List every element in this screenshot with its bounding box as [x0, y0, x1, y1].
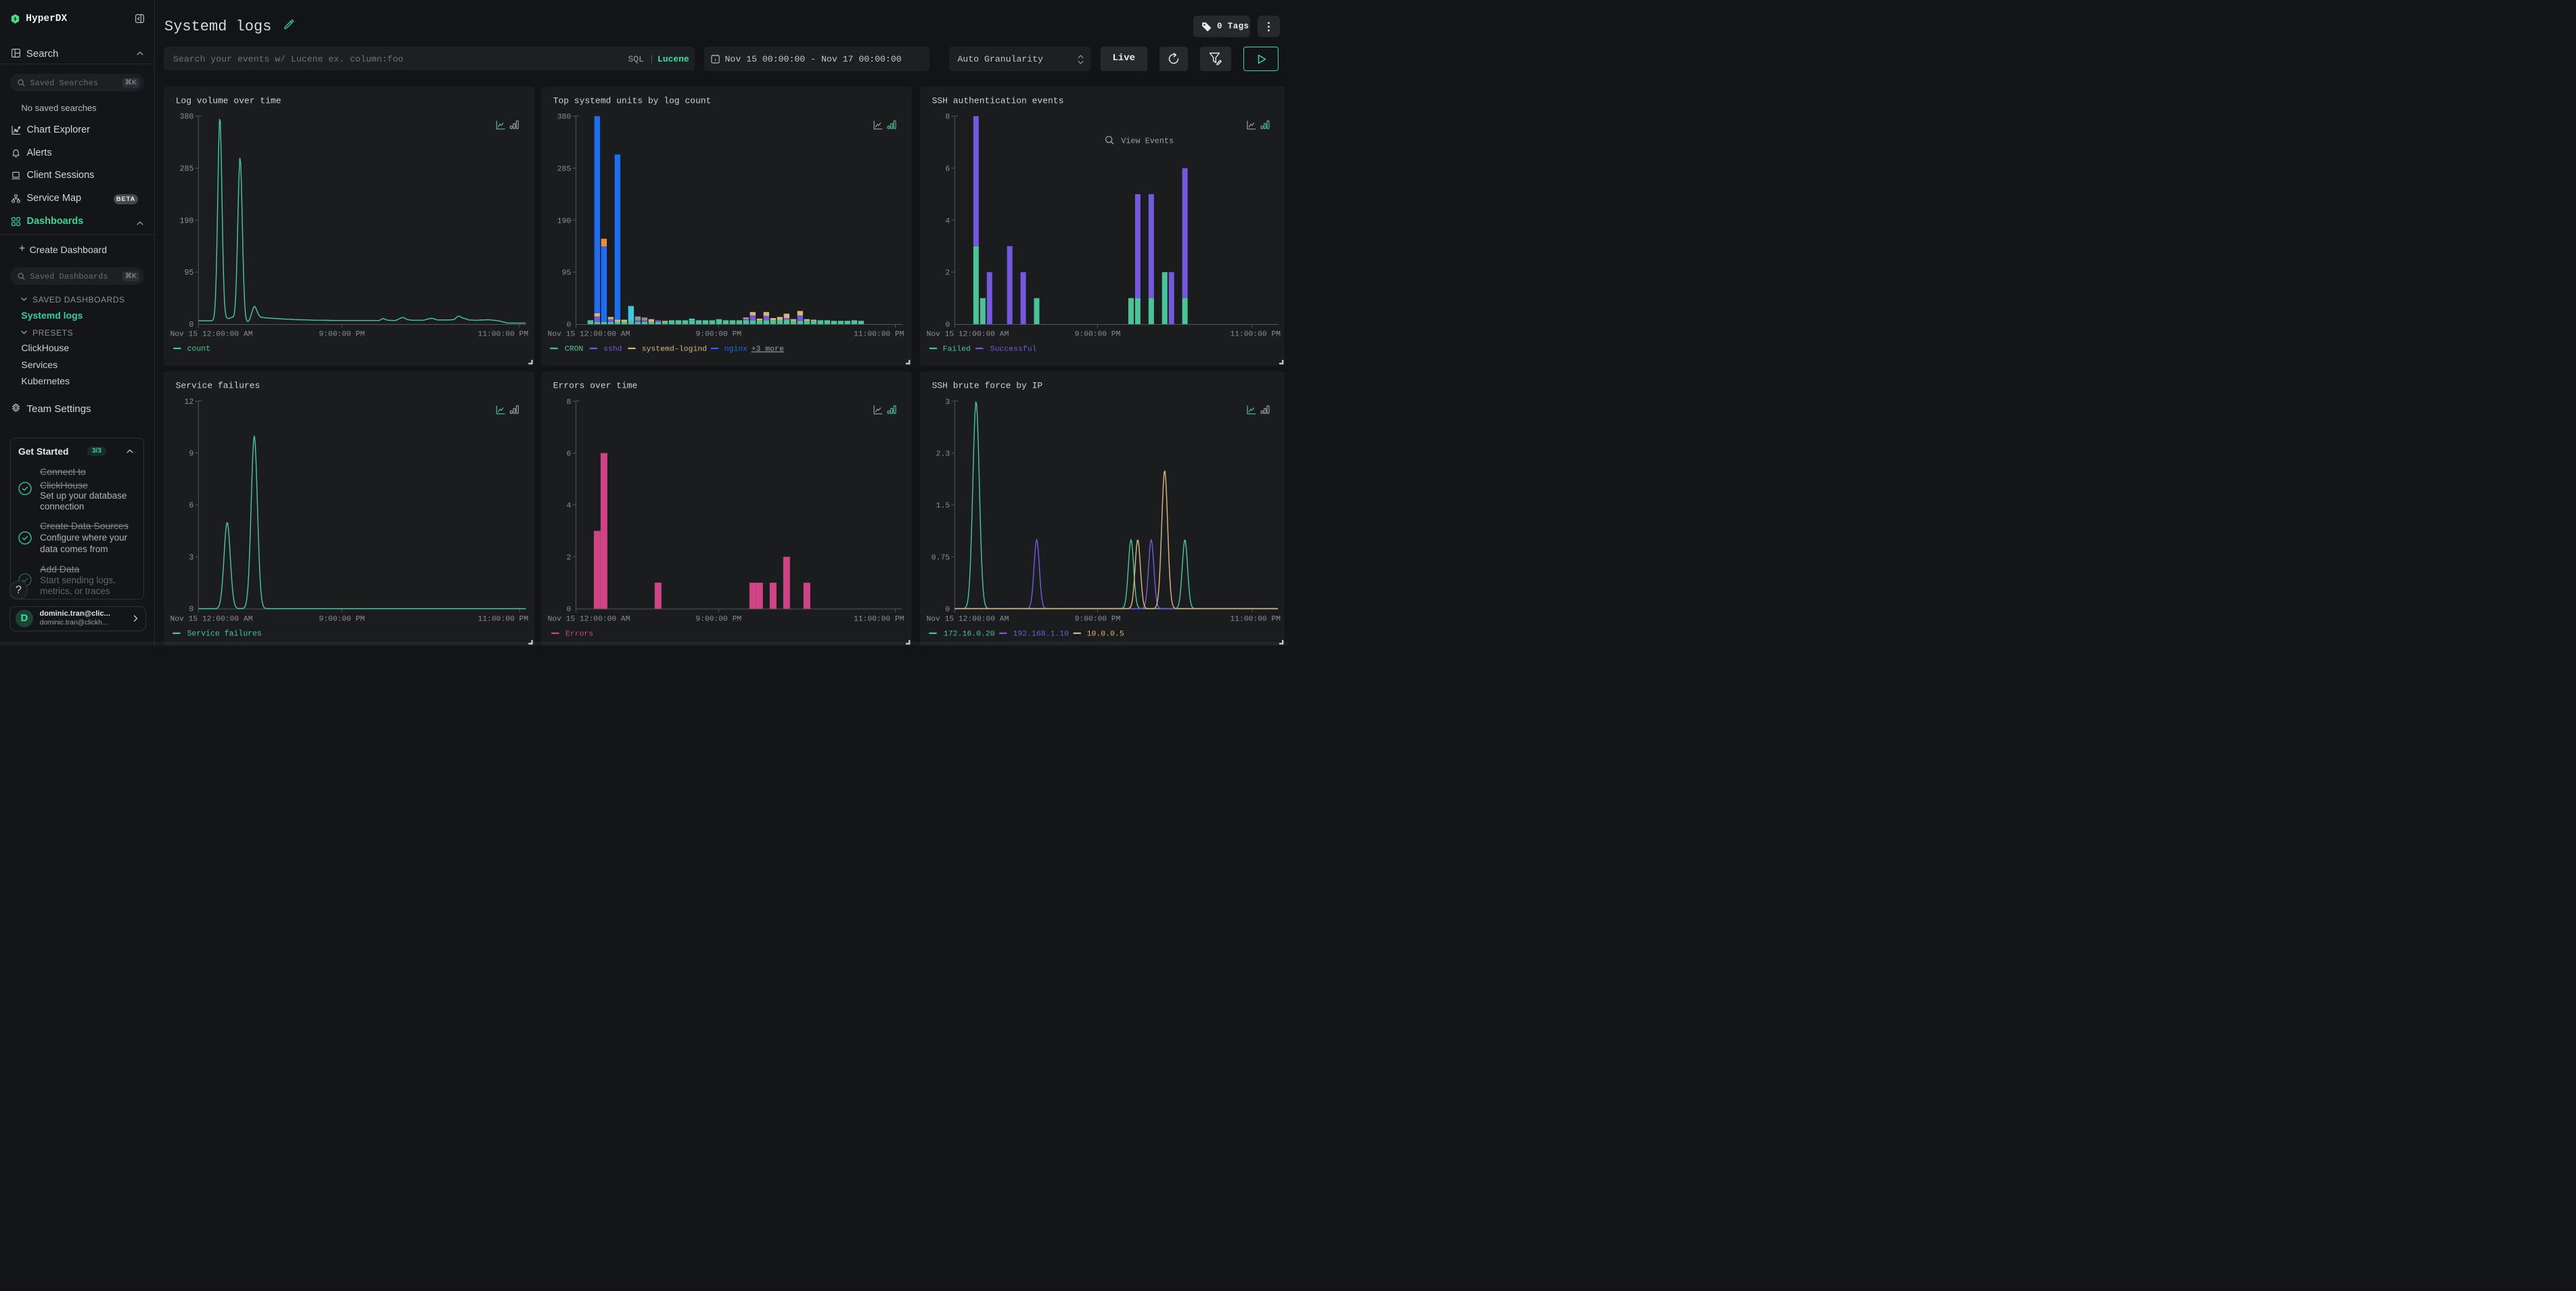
svg-text:380: 380: [180, 113, 194, 122]
svg-text:nginx: nginx: [724, 344, 748, 353]
svg-text:Top systemd units by log count: Top systemd units by log count: [553, 96, 712, 106]
svg-text:285: 285: [557, 165, 572, 174]
svg-text:SSH brute force by IP: SSH brute force by IP: [932, 381, 1042, 391]
svg-text:0: 0: [189, 321, 193, 330]
svg-text:192.168.1.10: 192.168.1.10: [1013, 629, 1069, 638]
svg-text:CRON: CRON: [565, 344, 584, 353]
svg-text:SSH authentication events: SSH authentication events: [932, 96, 1063, 106]
svg-text:0: 0: [567, 321, 572, 330]
svg-text:9:00:00 PM: 9:00:00 PM: [696, 615, 742, 623]
svg-text:285: 285: [180, 165, 194, 174]
svg-text:Successful: Successful: [990, 344, 1036, 353]
svg-text:9:00:00 PM: 9:00:00 PM: [1074, 615, 1120, 623]
svg-text:Nov 15 12:00:00 AM: Nov 15 12:00:00 AM: [548, 615, 630, 623]
svg-text:count: count: [187, 345, 211, 354]
svg-text:6: 6: [189, 501, 193, 510]
svg-text:Log volume over time: Log volume over time: [176, 96, 281, 106]
svg-text:11:00:00 PM: 11:00:00 PM: [854, 330, 904, 338]
svg-text:9:00:00 PM: 9:00:00 PM: [319, 616, 365, 624]
svg-text:View Events: View Events: [1121, 137, 1174, 146]
svg-text:380: 380: [557, 113, 572, 122]
svg-text:Nov 15 12:00:00 AM: Nov 15 12:00:00 AM: [926, 615, 1009, 623]
svg-text:11:00:00 PM: 11:00:00 PM: [854, 615, 904, 623]
svg-text:4: 4: [567, 501, 572, 510]
svg-text:10.0.0.5: 10.0.0.5: [1086, 629, 1124, 638]
svg-text:11:00:00 PM: 11:00:00 PM: [478, 616, 528, 624]
svg-text:2: 2: [945, 269, 950, 277]
svg-text:sshd: sshd: [603, 344, 622, 353]
svg-text:Nov 15 12:00:00 AM: Nov 15 12:00:00 AM: [548, 330, 630, 338]
svg-text:Nov 15 12:00:00 AM: Nov 15 12:00:00 AM: [926, 330, 1009, 338]
svg-text:Errors: Errors: [566, 629, 593, 638]
svg-text:9:00:00 PM: 9:00:00 PM: [319, 331, 365, 339]
svg-text:190: 190: [180, 217, 194, 225]
svg-text:95: 95: [184, 269, 193, 277]
svg-text:9: 9: [189, 450, 193, 459]
svg-text:3: 3: [945, 398, 950, 407]
svg-text:0: 0: [945, 321, 950, 330]
svg-text:0: 0: [567, 605, 572, 614]
svg-text:95: 95: [562, 269, 572, 277]
svg-text:0: 0: [945, 605, 950, 614]
svg-text:8: 8: [945, 113, 950, 122]
svg-text:6: 6: [567, 450, 572, 459]
svg-text:4: 4: [945, 217, 950, 225]
svg-text:Nov 15 12:00:00 AM: Nov 15 12:00:00 AM: [170, 331, 253, 339]
svg-text:1.5: 1.5: [936, 501, 950, 510]
svg-text:0: 0: [189, 606, 193, 614]
svg-text:11:00:00 PM: 11:00:00 PM: [1230, 330, 1281, 338]
svg-text:Nov 15 12:00:00 AM: Nov 15 12:00:00 AM: [170, 616, 253, 624]
svg-text:2: 2: [567, 553, 572, 562]
svg-text:11:00:00 PM: 11:00:00 PM: [1230, 615, 1281, 623]
svg-text:6: 6: [945, 165, 950, 174]
svg-text:systemd-logind: systemd-logind: [642, 344, 707, 353]
svg-text:Service failures: Service failures: [176, 381, 260, 391]
svg-text:0.75: 0.75: [931, 553, 950, 562]
svg-text:190: 190: [557, 217, 572, 225]
svg-text:+3 more: +3 more: [752, 344, 784, 353]
svg-text:3: 3: [189, 553, 193, 562]
svg-text:172.16.0.20: 172.16.0.20: [944, 629, 995, 638]
svg-text:8: 8: [567, 398, 572, 407]
svg-text:Failed: Failed: [942, 344, 970, 353]
svg-text:11:00:00 PM: 11:00:00 PM: [478, 331, 528, 339]
svg-text:9:00:00 PM: 9:00:00 PM: [696, 330, 742, 338]
svg-text:Service failures: Service failures: [187, 630, 262, 639]
svg-text:9:00:00 PM: 9:00:00 PM: [1074, 330, 1120, 338]
svg-text:Errors over time: Errors over time: [553, 381, 638, 391]
svg-text:2.3: 2.3: [936, 450, 950, 459]
svg-text:12: 12: [184, 398, 193, 407]
